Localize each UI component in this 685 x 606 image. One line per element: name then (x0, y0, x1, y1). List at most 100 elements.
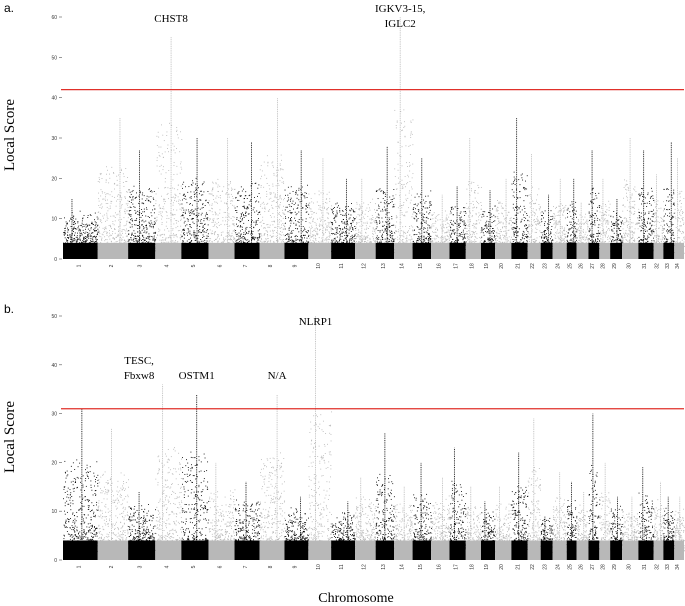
snp-point (386, 232, 388, 234)
snp-point (338, 241, 340, 243)
snp-point (424, 222, 426, 223)
snp-point (426, 211, 428, 213)
snp-point (180, 200, 182, 202)
snp-point (177, 196, 179, 198)
snp-point (182, 207, 184, 209)
snp-point (446, 219, 448, 221)
snp-point (227, 232, 229, 234)
snp-point (356, 221, 357, 223)
snp-point (213, 195, 214, 197)
snp-point (196, 189, 197, 191)
snp-point (455, 222, 456, 224)
snp-point (193, 231, 195, 233)
snp-point (401, 240, 403, 242)
snp-point (308, 206, 310, 208)
snp-point (176, 165, 178, 167)
snp-point (148, 222, 150, 224)
snp-point (194, 189, 196, 191)
snp-point (189, 233, 191, 235)
snp-point (153, 190, 155, 192)
snp-point (206, 219, 208, 221)
snp-point (382, 198, 384, 200)
snp-point-band (155, 242, 182, 259)
snp-point (450, 207, 452, 208)
snp-point (171, 213, 173, 215)
snp-point (120, 192, 122, 194)
snp-point (234, 231, 236, 233)
snp-point (413, 234, 415, 236)
snp-point (162, 206, 164, 208)
snp-point (202, 204, 204, 206)
snp-point (245, 215, 247, 217)
snp-point (255, 222, 257, 224)
snp-point (171, 234, 173, 236)
snp-point (123, 239, 125, 241)
snp-point (130, 214, 132, 216)
snp-point (467, 219, 469, 221)
snp-point (462, 239, 464, 241)
snp-point (294, 211, 296, 213)
snp-point (419, 201, 421, 203)
snp-point (100, 172, 102, 174)
snp-point (375, 221, 377, 223)
snp-point (133, 206, 135, 208)
snp-point (114, 217, 116, 218)
snp-point (226, 223, 228, 225)
snp-point (170, 149, 172, 151)
snp-point (289, 192, 291, 194)
snp-point (160, 146, 162, 148)
snp-point (164, 177, 166, 179)
snp-point (151, 222, 153, 224)
snp-point (437, 228, 438, 230)
snp-point (94, 242, 96, 244)
snp-point (321, 212, 323, 214)
snp-point (283, 199, 285, 201)
snp-point (281, 198, 282, 200)
snp-point (358, 215, 360, 217)
snp-point (462, 229, 464, 231)
snp-point (99, 212, 101, 214)
snp-point (76, 228, 78, 230)
snp-point (93, 228, 95, 230)
snp-point (459, 217, 461, 219)
snp-point (279, 211, 281, 213)
snp-point (112, 223, 114, 225)
snp-point (394, 168, 396, 170)
snp-point (182, 212, 184, 213)
snp-point (131, 224, 133, 226)
snp-point (229, 237, 231, 239)
snp-point (339, 231, 340, 233)
snp-point (339, 240, 341, 242)
snp-point (413, 229, 415, 231)
snp-point (146, 227, 148, 229)
snp-point (326, 239, 328, 241)
snp-point (468, 223, 470, 225)
panel-a-label: a. (4, 1, 14, 15)
snp-point (311, 242, 312, 244)
snp-point (327, 218, 329, 220)
snp-point (248, 230, 250, 232)
snp-point (106, 173, 108, 175)
snp-point (311, 225, 313, 227)
snp-point (278, 207, 280, 209)
snp-point (98, 192, 100, 194)
snp-point (175, 235, 177, 237)
snp-point (270, 197, 272, 199)
snp-point (363, 202, 365, 204)
snp-point (362, 238, 363, 240)
snp-point (359, 204, 361, 206)
snp-point (454, 233, 455, 235)
snp-point (269, 209, 270, 211)
snp-point (257, 239, 259, 241)
snp-point (176, 173, 178, 175)
snp-point (113, 215, 115, 217)
snp-point (442, 242, 444, 244)
snp-point (394, 176, 396, 178)
snp-point (384, 196, 386, 197)
snp-point (377, 241, 379, 243)
snp-point (98, 198, 100, 200)
snp-point (190, 241, 191, 243)
snp-point (347, 206, 349, 207)
snp-point (154, 239, 156, 240)
snp-point (198, 231, 200, 233)
